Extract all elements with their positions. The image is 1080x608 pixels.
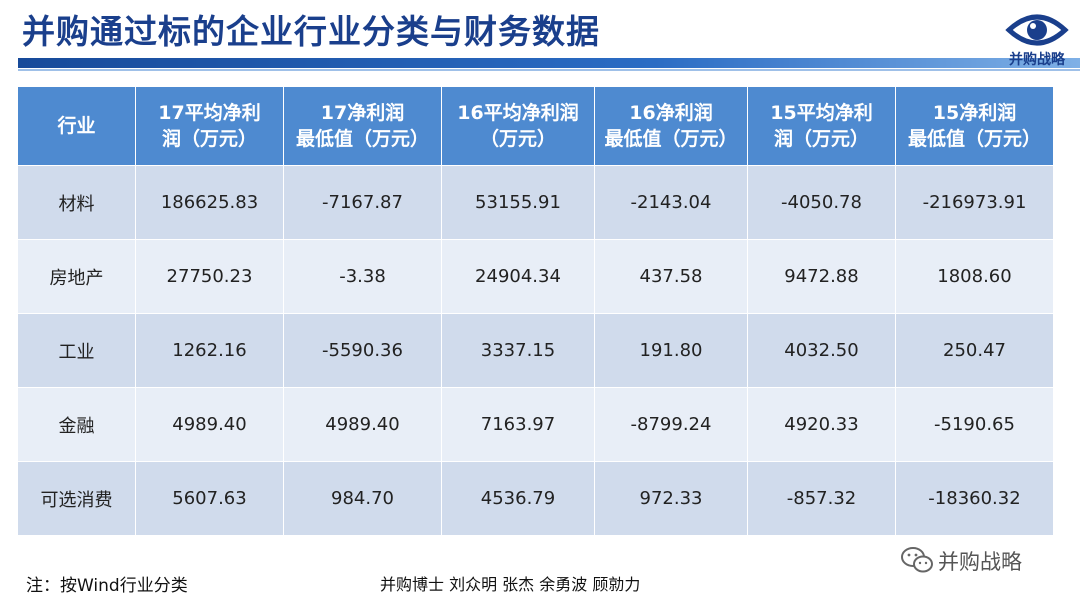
cell-value: 5607.63: [135, 461, 284, 536]
cell-value: 1808.60: [895, 239, 1054, 314]
header-16-min-net-profit: 16净利润 最低值（万元）: [594, 86, 748, 166]
cell-value: -5590.36: [283, 313, 442, 388]
cell-value: -7167.87: [283, 165, 442, 240]
watermark-text: 并购战略: [938, 550, 1022, 574]
header-17-avg-net-profit: 17平均净利 润（万元）: [135, 86, 284, 166]
header-15-avg-net-profit: 15平均净利 润（万元）: [747, 86, 896, 166]
cell-value: -3.38: [283, 239, 442, 314]
cell-value: -5190.65: [895, 387, 1054, 462]
cell-value: 24904.34: [441, 239, 595, 314]
cell-value: 3337.15: [441, 313, 595, 388]
header-15-min-net-profit: 15净利润 最低值（万元）: [895, 86, 1054, 166]
header-17-min-net-profit: 17净利润 最低值（万元）: [283, 86, 442, 166]
table-row: 材料 186625.83 -7167.87 53155.91 -2143.04 …: [17, 165, 1054, 240]
cell-value: -2143.04: [594, 165, 748, 240]
title-underline-thin: [18, 69, 1080, 71]
cell-value: 4989.40: [135, 387, 284, 462]
table-row: 房地产 27750.23 -3.38 24904.34 437.58 9472.…: [17, 239, 1054, 314]
cell-value: 4920.33: [747, 387, 896, 462]
authors-line: 并购博士 刘众明 张杰 余勇波 顾勍力: [380, 575, 641, 594]
industry-financial-table: 行业 17平均净利 润（万元） 17净利润 最低值（万元） 16平均净利润 （万元） …: [17, 86, 1054, 536]
cell-value: 972.33: [594, 461, 748, 536]
cell-value: -857.32: [747, 461, 896, 536]
cell-industry: 材料: [17, 165, 136, 240]
cell-industry: 可选消费: [17, 461, 136, 536]
cell-value: 53155.91: [441, 165, 595, 240]
cell-value: -216973.91: [895, 165, 1054, 240]
header-16-avg-net-profit: 16平均净利润 （万元）: [441, 86, 595, 166]
eye-icon: [1005, 14, 1069, 46]
table-row: 工业 1262.16 -5590.36 3337.15 191.80 4032.…: [17, 313, 1054, 388]
logo-text: 并购战略: [1009, 52, 1065, 68]
table-row: 金融 4989.40 4989.40 7163.97 -8799.24 4920…: [17, 387, 1054, 462]
cell-value: 9472.88: [747, 239, 896, 314]
cell-value: 7163.97: [441, 387, 595, 462]
footnote: 注：按Wind行业分类: [26, 576, 188, 596]
cell-value: -18360.32: [895, 461, 1054, 536]
brand-logo: 并购战略: [998, 10, 1076, 72]
cell-value: 27750.23: [135, 239, 284, 314]
header-row: 行业 17平均净利 润（万元） 17净利润 最低值（万元） 16平均净利润 （万元） …: [17, 86, 1054, 166]
cell-value: 4989.40: [283, 387, 442, 462]
cell-value: 437.58: [594, 239, 748, 314]
cell-industry: 房地产: [17, 239, 136, 314]
cell-value: 250.47: [895, 313, 1054, 388]
cell-industry: 工业: [17, 313, 136, 388]
cell-value: 191.80: [594, 313, 748, 388]
title-underline-bar: [18, 58, 1080, 68]
wechat-icon: [901, 547, 933, 573]
table-row: 可选消费 5607.63 984.70 4536.79 972.33 -857.…: [17, 461, 1054, 536]
cell-value: 4536.79: [441, 461, 595, 536]
slide-title: 并购通过标的企业行业分类与财务数据: [22, 12, 600, 51]
cell-value: 1262.16: [135, 313, 284, 388]
cell-industry: 金融: [17, 387, 136, 462]
cell-value: 4032.50: [747, 313, 896, 388]
cell-value: -4050.78: [747, 165, 896, 240]
cell-value: 186625.83: [135, 165, 284, 240]
cell-value: -8799.24: [594, 387, 748, 462]
cell-value: 984.70: [283, 461, 442, 536]
header-industry: 行业: [17, 86, 136, 166]
